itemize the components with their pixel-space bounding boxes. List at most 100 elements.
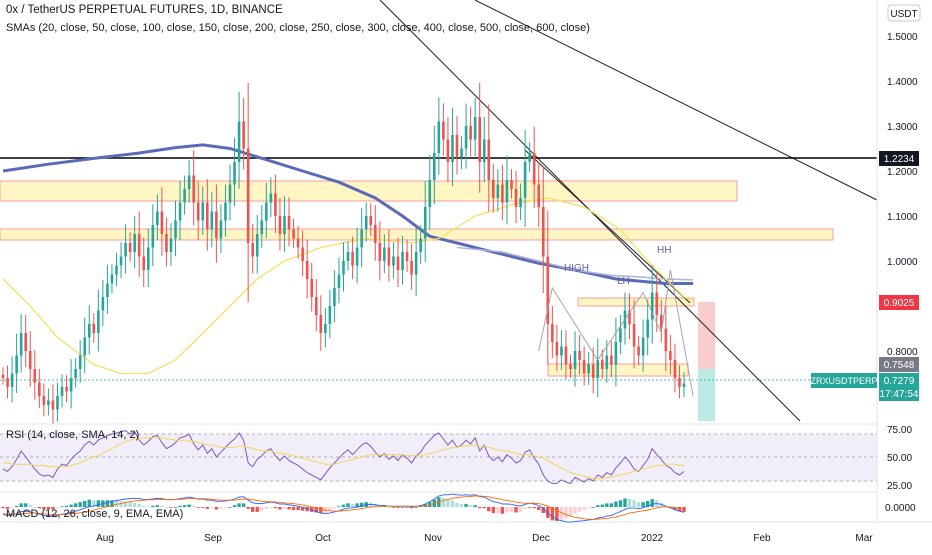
macd-bar — [636, 502, 641, 507]
macd-bar — [328, 507, 332, 511]
macd-bar — [132, 502, 137, 507]
candle — [192, 150, 195, 226]
macd-bar — [123, 501, 128, 507]
macd-bar — [373, 503, 377, 507]
price-tick-3: 1.2000 — [887, 167, 918, 178]
short-position-tool[interactable] — [698, 302, 715, 421]
macd-bar — [455, 502, 459, 507]
candle — [305, 239, 309, 299]
candle — [274, 174, 277, 234]
macd-bar — [46, 507, 51, 510]
macd-bar — [151, 505, 155, 507]
macd-bar — [110, 500, 114, 507]
macd-bar — [251, 507, 255, 512]
macd-bar — [178, 505, 182, 507]
pattern-zigzag — [538, 269, 694, 397]
candle — [378, 221, 382, 281]
candle — [564, 330, 568, 380]
candle — [51, 384, 55, 425]
candle — [591, 347, 595, 394]
candle — [383, 234, 386, 274]
candle — [38, 369, 41, 409]
macd-bar — [60, 506, 64, 508]
macd-bar — [573, 507, 577, 514]
symbol-title[interactable]: 0x / TetherUS PERPETUAL FUTURES, 1D, BIN… — [6, 4, 283, 16]
macd-bar — [541, 507, 545, 514]
candle — [314, 279, 318, 332]
candle — [69, 359, 73, 409]
time-axis[interactable]: Aug Sep Oct Nov Dec 2022 Feb Mar — [96, 533, 873, 544]
candle — [242, 98, 245, 170]
macd-bar — [446, 499, 450, 507]
target-price-tag: 0.9025 — [879, 295, 919, 310]
macd-pane[interactable] — [1, 493, 686, 523]
candle — [560, 330, 563, 371]
macd-bar — [355, 503, 359, 507]
candle — [619, 315, 622, 355]
candle — [56, 382, 59, 422]
candle — [373, 205, 377, 261]
macd-bar — [478, 507, 482, 509]
rsi-tick-75: 75.00 — [887, 425, 912, 436]
symbol-tag-label: ZRXUSDTPERP — [810, 376, 877, 386]
candle — [233, 137, 236, 207]
macd-study-legend[interactable]: MACD (12, 26, close, 9, EMA, EMA) — [6, 508, 184, 520]
candle — [514, 171, 518, 224]
currency-badge[interactable]: USDT — [887, 4, 921, 22]
candle — [546, 210, 550, 366]
macd-bar — [645, 500, 650, 507]
macd-bar — [287, 507, 291, 510]
candle — [582, 346, 586, 386]
candle — [206, 179, 209, 251]
candle — [437, 97, 441, 175]
macd-bar — [291, 507, 296, 511]
rsi-pane[interactable] — [0, 430, 877, 484]
price-tick-4: 1.1000 — [887, 212, 918, 223]
macd-bar — [92, 500, 96, 507]
macd-bar — [210, 507, 214, 509]
macd-bar — [137, 503, 141, 507]
candle — [460, 135, 463, 169]
candle — [296, 225, 300, 259]
macd-bar — [73, 503, 78, 507]
rsi-study-legend[interactable]: RSI (14, close, SMA, 14, 2) — [6, 429, 140, 441]
candle — [478, 82, 481, 193]
macd-bar — [160, 505, 164, 507]
candle — [510, 169, 513, 199]
candle — [237, 91, 241, 189]
candle — [673, 343, 677, 393]
candle — [287, 197, 291, 247]
last-price-value: 0.7279 — [884, 376, 915, 387]
candle — [555, 324, 559, 371]
candle — [605, 340, 609, 383]
candle — [28, 331, 32, 387]
candle — [169, 223, 173, 266]
price-axis[interactable]: 1.5000 1.4000 1.3000 1.2000 1.1000 1.0000 0.90… — [810, 4, 921, 514]
candle — [92, 313, 96, 343]
candle — [83, 317, 87, 374]
candle — [596, 338, 600, 398]
candle — [505, 155, 509, 225]
candle — [328, 289, 332, 339]
candle — [165, 217, 168, 267]
macd-bar — [296, 507, 300, 511]
candle — [146, 228, 150, 288]
time-tick-1: Sep — [204, 533, 222, 544]
macd-bar — [677, 507, 682, 512]
candle — [142, 237, 146, 288]
macd-bar — [142, 505, 146, 507]
price-pane[interactable]: HIGH LH HH — [0, 0, 878, 425]
macd-bar — [273, 507, 278, 509]
candle — [224, 184, 227, 237]
sma-study-legend[interactable]: SMAs (20, close, 50, close, 100, close, … — [6, 22, 590, 34]
macd-bar — [164, 507, 169, 508]
entry-price-tag: 0.7548 — [879, 357, 919, 372]
macd-bar — [33, 507, 37, 508]
macd-bar — [514, 507, 518, 513]
time-tick-2: Oct — [315, 533, 331, 544]
macd-bar — [42, 507, 46, 510]
short-line-1 — [524, 149, 691, 304]
candle — [269, 177, 273, 218]
macd-bar — [246, 507, 250, 509]
